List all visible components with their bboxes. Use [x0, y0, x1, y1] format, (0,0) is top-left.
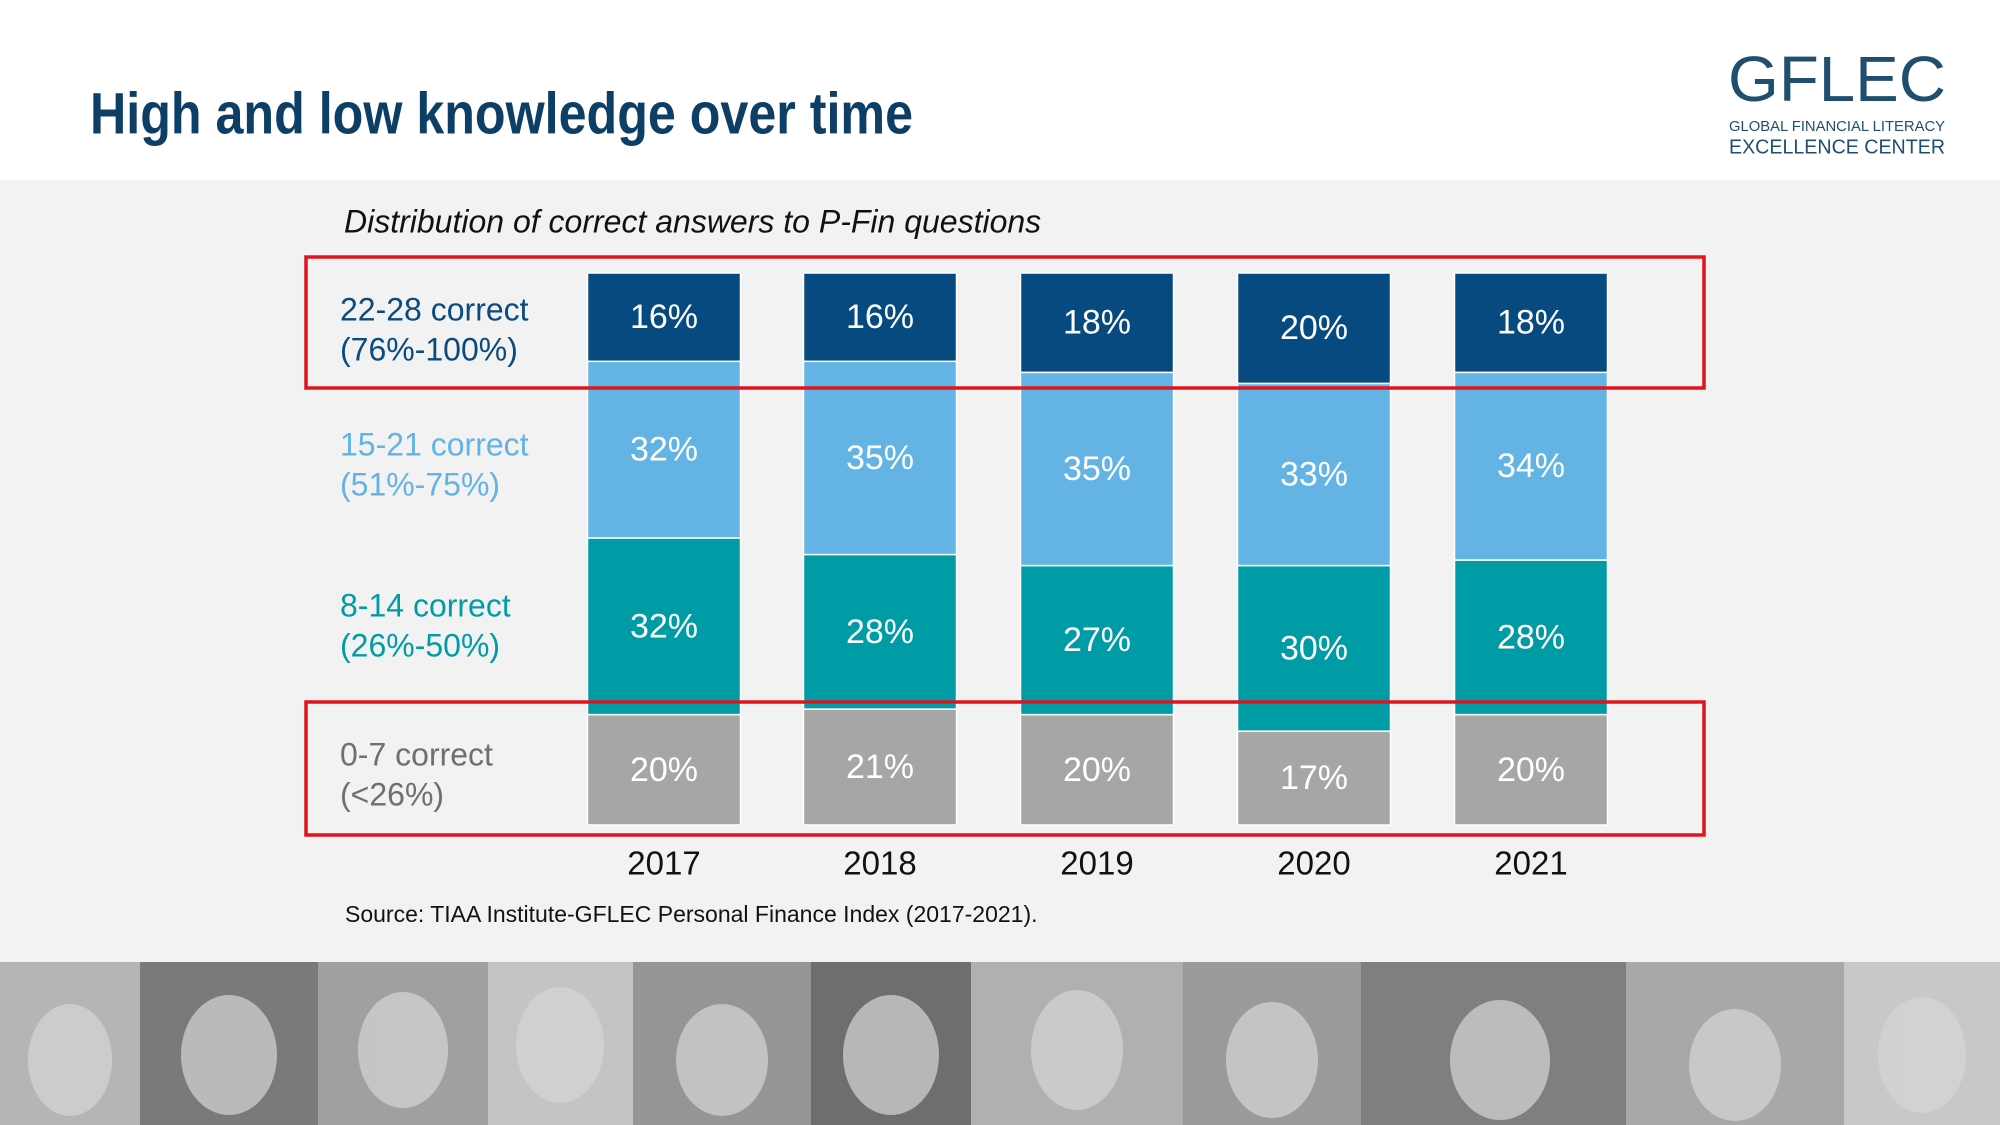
data-label: 20%: [630, 751, 698, 789]
legend-label: (51%-75%): [340, 466, 500, 502]
legend-label: 0-7 correct: [340, 736, 493, 772]
x-tick-label: 2017: [627, 845, 700, 882]
bar-segment: [802, 553, 958, 710]
data-label: 28%: [1497, 618, 1565, 656]
legend-label: (26%-50%): [340, 627, 500, 663]
data-label: 16%: [630, 298, 698, 336]
bar-segment: [1236, 272, 1392, 385]
data-label: 30%: [1280, 629, 1348, 667]
data-label: 28%: [846, 613, 914, 651]
bar-segment: [1236, 382, 1392, 567]
x-tick-label: 2020: [1277, 845, 1350, 882]
face: [843, 995, 939, 1115]
data-label: 27%: [1063, 621, 1131, 659]
face: [1878, 997, 1966, 1113]
legend-label: 15-21 correct: [340, 426, 529, 462]
data-label: 17%: [1280, 759, 1348, 797]
x-tick-label: 2019: [1060, 845, 1133, 882]
face: [1031, 990, 1123, 1110]
legend-label: (76%-100%): [340, 331, 518, 367]
chart-subtitle: Distribution of correct answers to P-Fin…: [344, 203, 1041, 239]
data-label: 33%: [1280, 455, 1348, 493]
bar-segment: [586, 713, 742, 826]
face: [358, 992, 448, 1108]
data-label: 34%: [1497, 447, 1565, 485]
bar-segment: [1453, 371, 1609, 561]
bar-segment: [1236, 730, 1392, 826]
source-note: Source: TIAA Institute-GFLEC Personal Fi…: [345, 901, 1038, 927]
bar-segment: [586, 360, 742, 539]
bar-segment: [802, 708, 958, 826]
data-label: 16%: [846, 298, 914, 336]
face: [1226, 1002, 1318, 1118]
data-label: 35%: [1063, 450, 1131, 488]
data-label: 18%: [1063, 304, 1131, 342]
data-label: 20%: [1280, 309, 1348, 347]
data-label: 35%: [846, 439, 914, 477]
logo-line: EXCELLENCE CENTER: [1729, 136, 1945, 158]
x-tick-label: 2018: [843, 845, 916, 882]
logo: GFLEC GLOBAL FINANCIAL LITERACY EXCELLEN…: [1728, 43, 1946, 158]
legend-label: 8-14 correct: [340, 587, 511, 623]
legend-label: 22-28 correct: [340, 291, 529, 327]
bar-segment: [586, 537, 742, 716]
bar-segment: [586, 272, 742, 363]
legend-label: (<26%): [340, 776, 444, 812]
face: [1689, 1009, 1781, 1121]
face: [181, 995, 277, 1115]
logo-name: GFLEC: [1728, 43, 1946, 115]
data-label: 20%: [1063, 751, 1131, 789]
photo-strip: [0, 962, 2000, 1125]
data-label: 21%: [846, 748, 914, 786]
x-tick-label: 2021: [1494, 845, 1567, 882]
face: [1450, 1000, 1550, 1120]
face: [28, 1004, 112, 1116]
bar-segment: [1019, 272, 1175, 374]
bar-segment: [802, 272, 958, 363]
data-label: 32%: [630, 431, 698, 469]
bar-segment: [1019, 564, 1175, 716]
data-label: 18%: [1497, 304, 1565, 342]
highlight-box: [304, 700, 1706, 837]
chart-background: [0, 180, 2000, 962]
highlight-box: [304, 255, 1706, 390]
bar-segment: [1453, 559, 1609, 716]
face: [676, 1004, 768, 1116]
logo-line: GLOBAL FINANCIAL LITERACY: [1729, 118, 1945, 135]
data-label: 20%: [1497, 751, 1565, 789]
bar-segment: [802, 360, 958, 556]
face: [516, 987, 604, 1103]
bar-segment: [1453, 272, 1609, 374]
slide-title: High and low knowledge over time: [90, 81, 913, 146]
data-label: 32%: [630, 607, 698, 645]
